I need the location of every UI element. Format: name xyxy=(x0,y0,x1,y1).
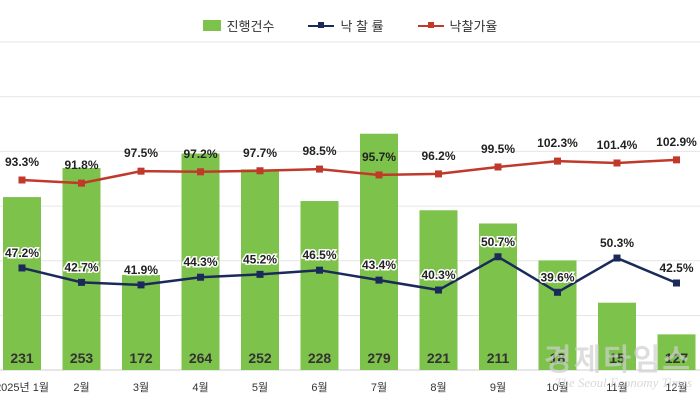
legend-label-win-rate: 낙 찰 률 xyxy=(340,19,384,34)
bar-value-label: 228 xyxy=(308,350,332,366)
bar-value-label: 231 xyxy=(10,350,34,366)
data-point-price-rate xyxy=(613,159,621,167)
x-tick-label: 10월 xyxy=(546,381,568,394)
legend-item-price-rate: 낙찰가율 xyxy=(417,16,498,35)
x-tick-label: 2월 xyxy=(73,381,89,394)
legend-item-win-rate: 낙 찰 률 xyxy=(308,16,384,35)
data-label-win-rate: 39.6% xyxy=(540,270,574,284)
data-label-win-rate: 40.3% xyxy=(421,268,455,282)
data-label-win-rate: 47.2% xyxy=(5,246,39,260)
data-point-price-rate xyxy=(673,156,680,164)
legend-swatch-count xyxy=(202,20,221,31)
series-line-price-rate xyxy=(21,158,677,185)
legend-swatch-win-rate xyxy=(308,20,335,31)
legend: 진행건수 낙 찰 률 낙찰가율 xyxy=(0,16,700,35)
data-label-price-rate: 91.8% xyxy=(64,158,98,172)
bar xyxy=(181,153,220,370)
data-point-price-rate xyxy=(435,170,442,178)
bar xyxy=(241,169,279,370)
data-point-win-rate xyxy=(494,253,502,261)
data-point-win-rate xyxy=(256,270,264,278)
data-point-price-rate xyxy=(18,176,26,184)
legend-item-count: 진행건수 xyxy=(202,16,275,35)
data-point-win-rate xyxy=(316,266,323,274)
data-point-price-rate xyxy=(137,167,145,175)
bar xyxy=(62,168,101,370)
data-point-win-rate xyxy=(554,288,561,296)
data-label-win-rate: 42.7% xyxy=(64,260,98,274)
x-tick-label: 8월 xyxy=(430,381,446,394)
data-point-win-rate xyxy=(18,264,26,272)
bar-value-label: 279 xyxy=(367,350,391,366)
data-label-win-rate: 44.3% xyxy=(183,255,217,269)
legend-swatch-price-rate xyxy=(417,20,444,31)
x-tick-label: 12월 xyxy=(665,381,687,394)
data-label-price-rate: 96.2% xyxy=(421,149,455,163)
data-label-price-rate: 93.3% xyxy=(5,155,39,169)
bar-value-label: 15 xyxy=(609,350,625,366)
data-label-price-rate: 102.9% xyxy=(656,135,697,149)
data-label-win-rate: 50.7% xyxy=(481,235,515,249)
x-tick-label: 5월 xyxy=(252,381,268,394)
data-label-win-rate: 43.4% xyxy=(362,258,396,272)
bar xyxy=(538,260,577,370)
bar-value-label: 252 xyxy=(248,350,272,366)
data-point-win-rate xyxy=(197,273,204,281)
bar-value-label: 172 xyxy=(129,350,153,366)
data-label-win-rate: 41.9% xyxy=(124,263,158,277)
bar-value-label: 264 xyxy=(189,350,213,366)
data-point-win-rate xyxy=(435,286,442,294)
data-point-price-rate xyxy=(554,157,561,165)
data-point-win-rate xyxy=(673,279,680,287)
bar-value-label: 127 xyxy=(665,350,689,366)
bar xyxy=(598,302,636,370)
bar xyxy=(657,334,696,370)
bar xyxy=(3,197,41,370)
x-tick-label: 2025년 1월 xyxy=(0,381,49,394)
data-label-price-rate: 95.7% xyxy=(362,150,396,164)
legend-label-price-rate: 낙찰가율 xyxy=(449,19,498,34)
bar xyxy=(360,133,398,370)
x-tick-label: 4월 xyxy=(192,381,208,394)
data-label-win-rate: 45.2% xyxy=(243,252,277,266)
x-tick-label: 6월 xyxy=(311,381,327,394)
bar-value-label: 221 xyxy=(427,350,451,366)
data-label-price-rate: 102.3% xyxy=(537,136,578,150)
data-label-price-rate: 97.7% xyxy=(243,146,277,160)
series-line-win-rate xyxy=(21,255,677,294)
data-point-price-rate xyxy=(494,163,502,171)
bar xyxy=(479,223,517,370)
data-label-win-rate: 50.3% xyxy=(600,236,634,250)
data-label-price-rate: 97.5% xyxy=(124,146,158,160)
data-point-price-rate xyxy=(256,167,264,175)
data-point-price-rate xyxy=(78,179,85,187)
bar-value-label: 18 xyxy=(550,350,566,366)
bar xyxy=(300,201,339,370)
data-label-price-rate: 99.5% xyxy=(481,142,515,156)
data-point-price-rate xyxy=(375,171,383,179)
data-label-price-rate: 97.2% xyxy=(183,147,217,161)
data-point-win-rate xyxy=(613,254,621,262)
data-label-price-rate: 101.4% xyxy=(597,138,638,152)
x-tick-label: 11월 xyxy=(606,381,628,394)
data-point-price-rate xyxy=(316,165,323,173)
data-point-price-rate xyxy=(197,168,204,176)
x-tick-label: 3월 xyxy=(133,381,149,394)
bar-value-label: 253 xyxy=(70,350,94,366)
data-label-price-rate: 98.5% xyxy=(302,144,336,158)
data-point-win-rate xyxy=(137,281,145,289)
x-tick-label: 9월 xyxy=(490,381,506,394)
data-label-win-rate: 42.5% xyxy=(659,261,693,275)
data-point-win-rate xyxy=(78,278,85,286)
data-label-win-rate: 46.5% xyxy=(302,248,336,262)
bar xyxy=(122,274,160,370)
data-point-win-rate xyxy=(375,276,383,284)
bar-value-label: 211 xyxy=(487,350,510,366)
x-tick-label: 7월 xyxy=(371,381,387,394)
legend-label-count: 진행건수 xyxy=(226,19,275,34)
